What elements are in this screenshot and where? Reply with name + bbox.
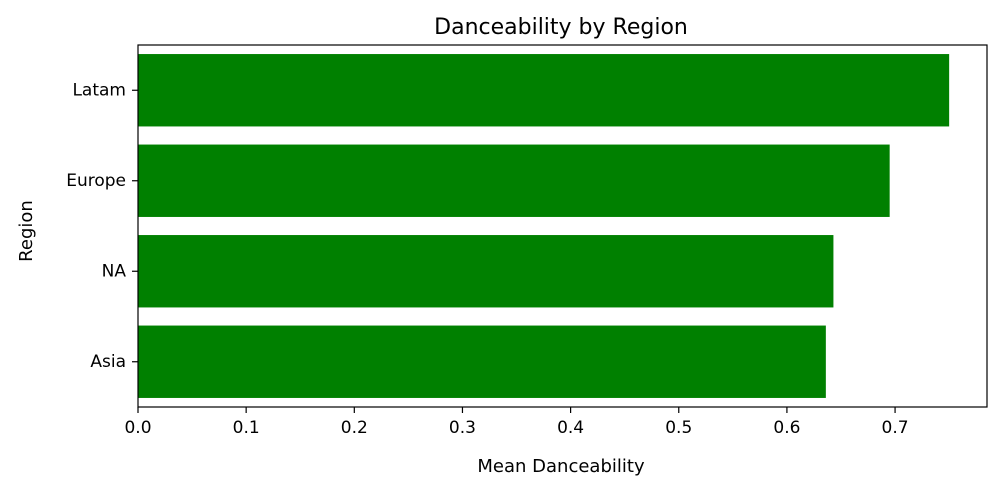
x-tick-label: 0.3 bbox=[449, 418, 476, 438]
x-tick-label: 0.4 bbox=[557, 418, 584, 438]
y-axis-label: Region bbox=[16, 200, 37, 262]
y-tick-label: Europe bbox=[66, 171, 126, 191]
x-tick-label: 0.6 bbox=[773, 418, 800, 438]
x-tick-label: 0.0 bbox=[124, 418, 151, 438]
x-tick-label: 0.1 bbox=[233, 418, 260, 438]
y-axis-ticks: Latam Europe NA Asia bbox=[66, 80, 138, 372]
x-axis-label: Mean Danceability bbox=[477, 456, 645, 477]
bar-asia bbox=[138, 325, 826, 398]
bar-europe bbox=[138, 144, 890, 217]
bar-latam bbox=[138, 54, 950, 127]
bar-na bbox=[138, 235, 834, 308]
y-tick-label: Latam bbox=[72, 80, 126, 100]
chart-title: Danceability by Region bbox=[434, 15, 688, 40]
x-tick-label: 0.2 bbox=[341, 418, 368, 438]
y-tick-label: Asia bbox=[90, 352, 126, 372]
x-tick-label: 0.7 bbox=[882, 418, 909, 438]
y-tick-label: NA bbox=[102, 261, 127, 281]
bars-layer bbox=[138, 54, 950, 398]
x-tick-label: 0.5 bbox=[665, 418, 692, 438]
plot-frame bbox=[137, 44, 988, 408]
x-axis-ticks: 0.0 0.1 0.2 0.3 0.4 0.5 0.6 0.7 bbox=[124, 407, 909, 438]
